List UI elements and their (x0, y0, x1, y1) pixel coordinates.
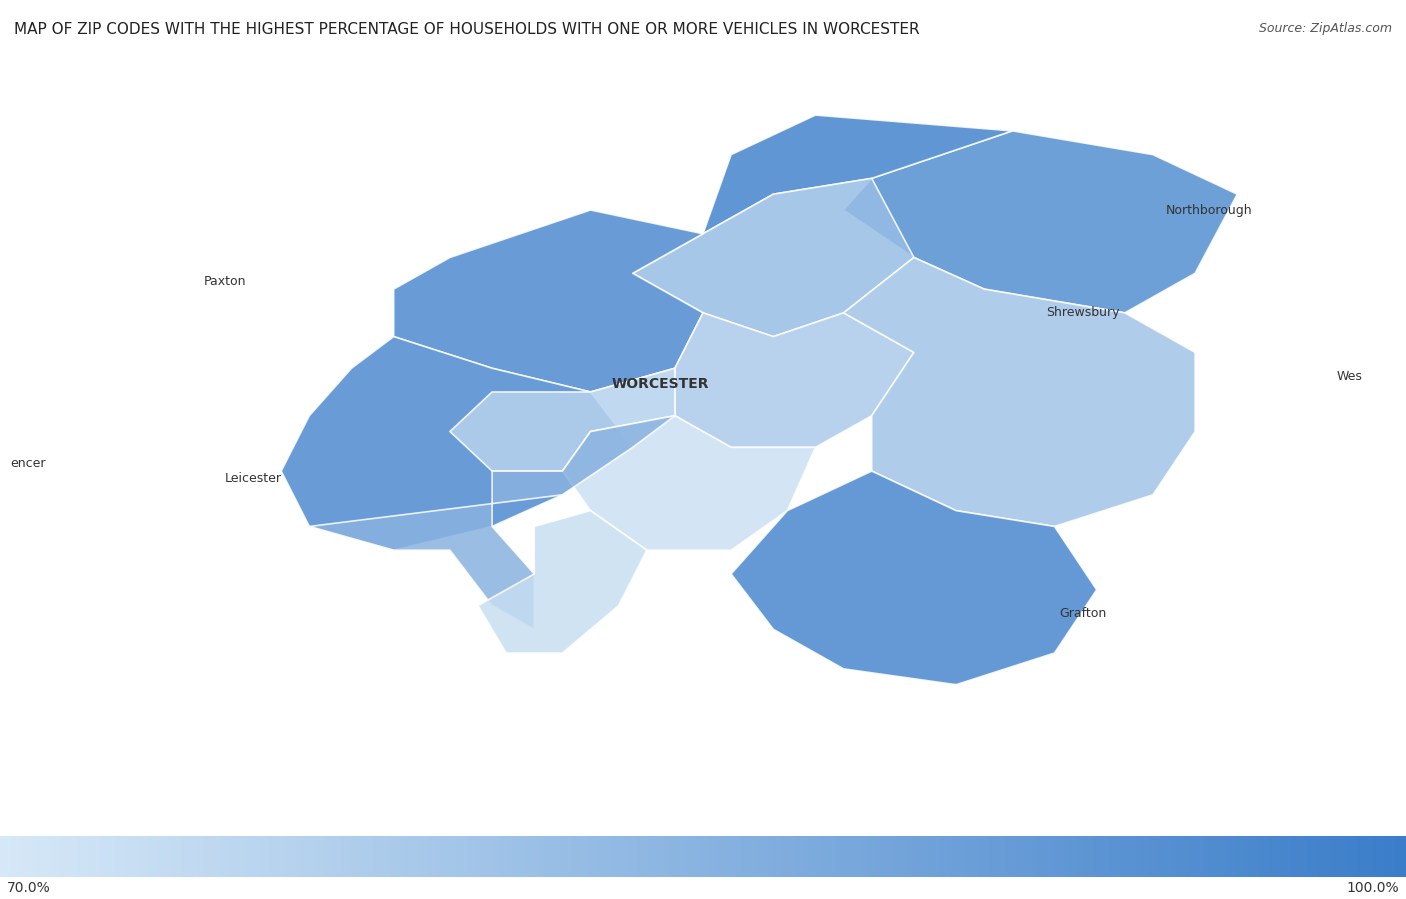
Text: Grafton: Grafton (1059, 607, 1107, 620)
Text: WORCESTER: WORCESTER (612, 377, 710, 391)
Text: Wes: Wes (1337, 369, 1362, 383)
Text: Source: ZipAtlas.com: Source: ZipAtlas.com (1258, 22, 1392, 35)
Text: 70.0%: 70.0% (7, 880, 51, 895)
Text: Northborough: Northborough (1166, 203, 1253, 217)
Text: Leicester: Leicester (225, 473, 281, 485)
Text: Shrewsbury: Shrewsbury (1046, 307, 1119, 319)
Text: Paxton: Paxton (204, 275, 246, 288)
Text: 100.0%: 100.0% (1347, 880, 1399, 895)
Text: encer: encer (10, 457, 46, 469)
Text: MAP OF ZIP CODES WITH THE HIGHEST PERCENTAGE OF HOUSEHOLDS WITH ONE OR MORE VEHI: MAP OF ZIP CODES WITH THE HIGHEST PERCEN… (14, 22, 920, 38)
